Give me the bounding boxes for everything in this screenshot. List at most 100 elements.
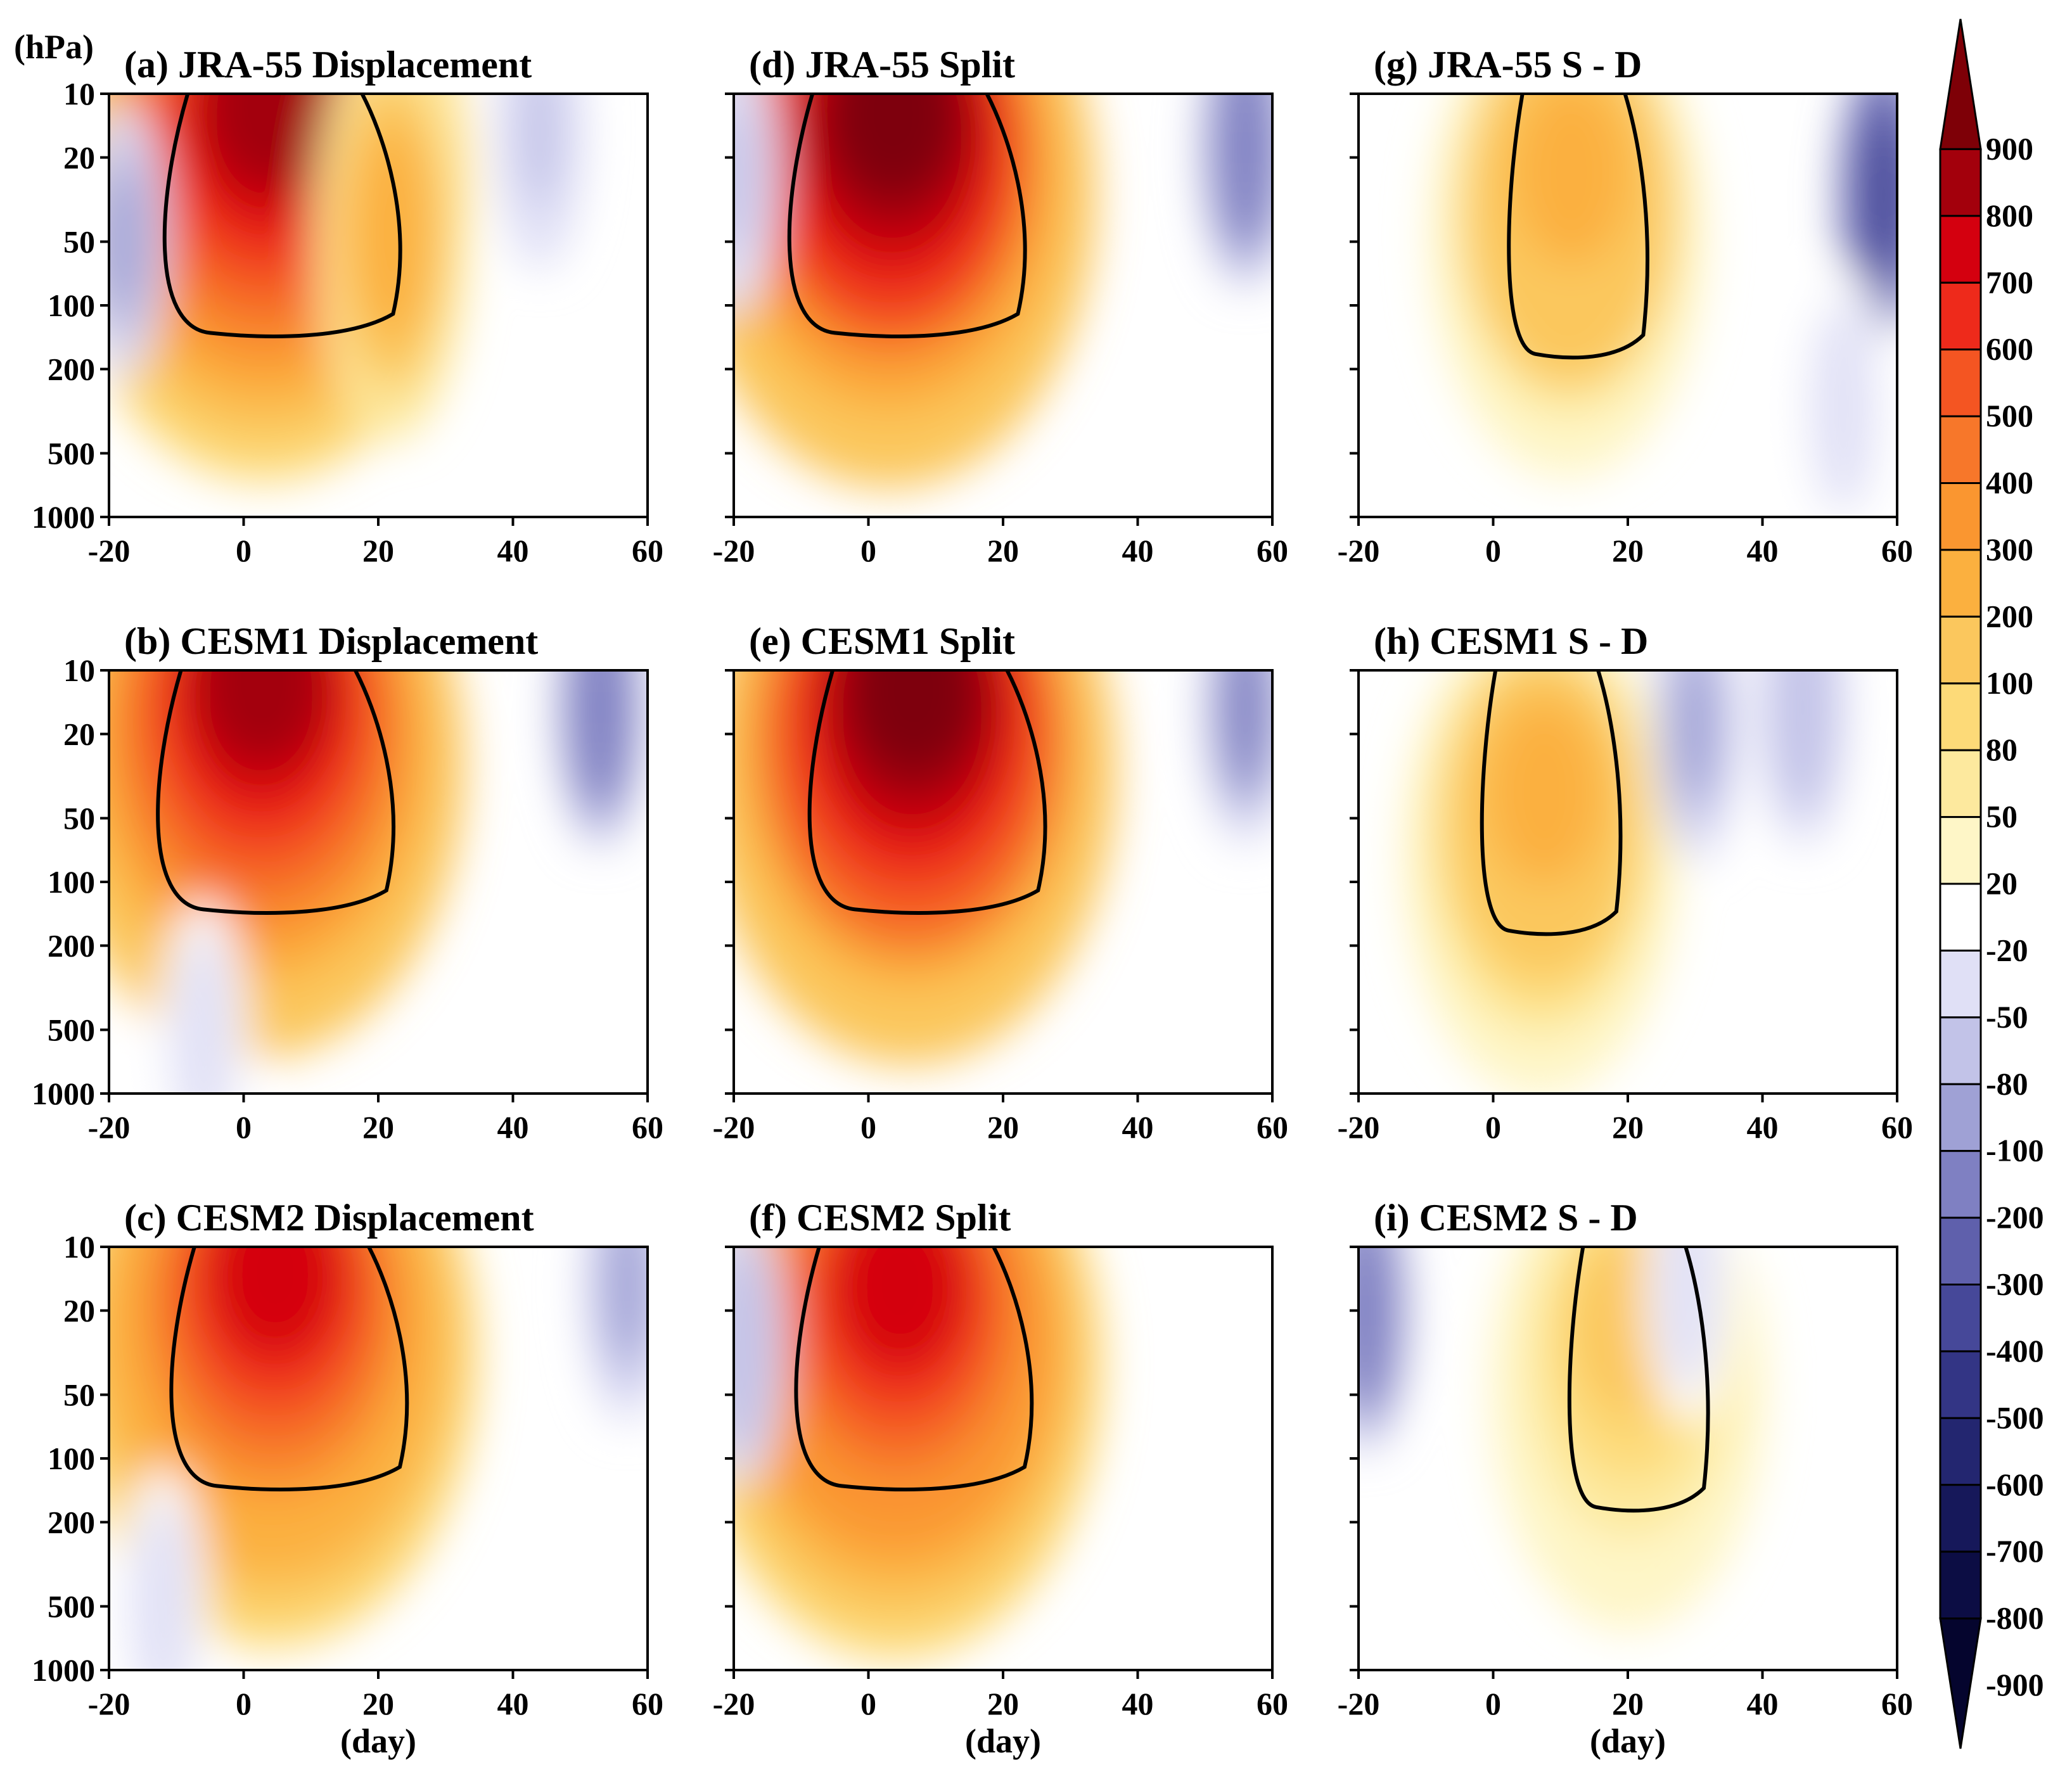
anomaly-level xyxy=(211,1247,340,1356)
colorbar-tick-label: -500 xyxy=(1986,1400,2044,1435)
panel-e: (e) CESM1 Split -20 0 20 40 60 xyxy=(713,620,1288,1145)
y-tick-label: 100 xyxy=(48,864,95,900)
x-tick-label: 20 xyxy=(362,533,394,568)
contour-field xyxy=(734,94,1272,488)
contour-field xyxy=(1359,1247,1766,1631)
contour-field xyxy=(109,1247,648,1670)
x-tick-label: 60 xyxy=(1257,533,1288,568)
significance-contour xyxy=(807,670,1047,915)
significance-contour xyxy=(156,670,395,915)
panel-title: (f) CESM2 Split xyxy=(749,1197,1011,1239)
significance-contour xyxy=(794,1247,1034,1491)
colorbar-tick-label: 300 xyxy=(1986,532,2033,567)
y-tick-label: 10 xyxy=(63,653,95,688)
y-tick-label: 200 xyxy=(48,928,95,964)
x-axis-label: (day) xyxy=(1590,1722,1666,1760)
colorbar-swatch xyxy=(1939,1083,1982,1152)
colorbar-tick-label: -200 xyxy=(1986,1199,2044,1235)
y-tick-label: 10 xyxy=(63,76,95,112)
significance-contour xyxy=(1567,1247,1710,1513)
panel-title: (g) JRA-55 S - D xyxy=(1374,44,1642,86)
colorbar-tick-label: -400 xyxy=(1986,1333,2044,1368)
x-tick-label: 0 xyxy=(1485,1686,1501,1721)
significance-contour xyxy=(1507,94,1649,360)
x-tick-label: 0 xyxy=(860,533,876,568)
x-tick-label: 20 xyxy=(1612,533,1644,568)
colorbar-swatch xyxy=(1939,549,1982,618)
colorbar-swatch xyxy=(1939,281,1982,351)
x-tick-label: 0 xyxy=(236,1686,252,1721)
anomaly-level xyxy=(109,165,144,318)
x-tick-label: -20 xyxy=(1338,1109,1380,1145)
y-tick-label: 500 xyxy=(48,1588,95,1624)
colorbar-tick-label: 600 xyxy=(1986,331,2033,367)
x-tick-label: 0 xyxy=(236,1109,252,1145)
x-tick-label: 60 xyxy=(632,1686,663,1721)
colorbar-swatch xyxy=(1939,1484,1982,1553)
colorbar-swatch xyxy=(1939,482,1982,551)
colorbar-tick-label: 200 xyxy=(1986,598,2033,634)
x-tick-label: -20 xyxy=(1338,1686,1380,1721)
colorbar-tick-label: 700 xyxy=(1986,264,2033,300)
panel-h: (h) CESM1 S - D -20 0 20 40 60 xyxy=(1338,620,1913,1145)
x-tick-label: 0 xyxy=(236,533,252,568)
y-tick-label: 100 xyxy=(48,288,95,323)
x-tick-label: -20 xyxy=(1338,533,1380,568)
colorbar-swatch xyxy=(1939,682,1982,751)
colorbar-tick-label: 50 xyxy=(1986,799,2018,834)
significance-contour xyxy=(162,94,402,338)
colorbar-swatch xyxy=(1939,1216,1982,1286)
x-tick-label: 40 xyxy=(1747,1109,1779,1145)
panel-title: (c) CESM2 Displacement xyxy=(124,1197,534,1239)
anomaly-level xyxy=(181,962,225,1094)
colorbar-swatch xyxy=(1939,949,1982,1019)
x-tick-label: 20 xyxy=(987,533,1019,568)
panel-title: (e) CESM1 Split xyxy=(749,620,1015,662)
anomaly-level xyxy=(1525,94,1620,234)
colorbar-extend-bottom xyxy=(1939,1617,1982,1749)
x-tick-label: 60 xyxy=(632,533,663,568)
anomaly-level xyxy=(354,124,430,340)
colorbar-swatch xyxy=(1939,1417,1982,1486)
x-tick-label: 60 xyxy=(1257,1686,1288,1721)
colorbar-tick-label: -600 xyxy=(1986,1467,2044,1502)
y-tick-label: 500 xyxy=(48,435,95,471)
x-tick-label: 40 xyxy=(1747,533,1779,568)
x-tick-label: -20 xyxy=(713,1686,755,1721)
x-tick-label: 0 xyxy=(1485,1109,1501,1145)
colorbar-tick-label: -300 xyxy=(1986,1266,2044,1302)
y-tick-label: 20 xyxy=(63,1293,95,1329)
panel-a: (a) JRA-55 Displacement -20 0 20 40 60 10 20 50 1… xyxy=(32,44,663,568)
shaded-field xyxy=(1429,94,1897,517)
anomaly-level xyxy=(1224,94,1267,224)
anomaly-level xyxy=(198,670,326,767)
anomaly-level xyxy=(606,1247,648,1360)
y-tick-label: 50 xyxy=(63,224,95,259)
contour-field xyxy=(1402,670,1848,1094)
x-tick-label: 0 xyxy=(860,1109,876,1145)
x-tick-label: -20 xyxy=(713,1109,755,1145)
panel-title: (a) JRA-55 Displacement xyxy=(124,44,532,86)
y-tick-label: 200 xyxy=(48,352,95,387)
shaded-field xyxy=(734,94,1272,488)
x-tick-label: 20 xyxy=(1612,1686,1644,1721)
shaded-field xyxy=(1402,670,1848,1094)
colorbar-swatch xyxy=(1939,749,1982,819)
anomaly-level xyxy=(1862,118,1897,271)
y-tick-label: 10 xyxy=(63,1229,95,1265)
significance-contour xyxy=(169,1247,409,1491)
x-tick-label: 40 xyxy=(1747,1686,1779,1721)
anomaly-level xyxy=(734,101,755,254)
y-tick-label: 50 xyxy=(63,1377,95,1412)
colorbar-tick-label: 500 xyxy=(1986,398,2033,433)
contour-field xyxy=(734,1247,1103,1659)
contour-field xyxy=(1429,94,1897,517)
anomaly-level xyxy=(204,94,333,190)
shaded-field xyxy=(734,670,1272,1065)
colorbar-tick-label: 80 xyxy=(1986,732,2018,767)
panel-i: (i) CESM2 S - D -20 0 20 40 60 (day) xyxy=(1338,1197,1913,1760)
y-tick-label: 100 xyxy=(48,1441,95,1476)
colorbar-tick-label: -100 xyxy=(1986,1133,2044,1168)
x-axis-label: (day) xyxy=(965,1722,1041,1760)
y-tick-label: 20 xyxy=(63,140,95,175)
